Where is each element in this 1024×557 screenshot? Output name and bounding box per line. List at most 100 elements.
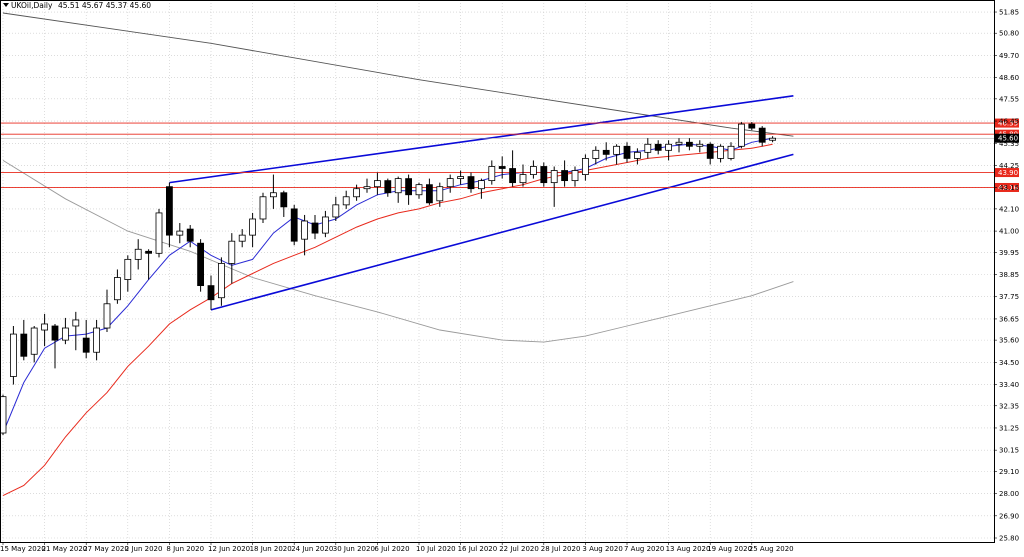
candle[interactable] — [592, 146, 600, 165]
candle[interactable] — [644, 138, 652, 159]
candle[interactable] — [405, 174, 413, 205]
candle[interactable] — [675, 138, 683, 153]
candle-body — [9, 333, 17, 377]
candle[interactable] — [30, 325, 38, 363]
candle[interactable] — [634, 148, 641, 165]
y-tick-label: 45.35 — [999, 140, 1019, 148]
candle[interactable] — [280, 190, 288, 217]
triangle-down-icon[interactable] — [3, 3, 9, 7]
candle[interactable] — [165, 182, 173, 248]
y-tick-label: 41.00 — [999, 228, 1019, 236]
candle[interactable] — [20, 319, 28, 361]
candle[interactable] — [727, 142, 735, 161]
candle[interactable] — [155, 208, 163, 258]
candle[interactable] — [103, 289, 111, 333]
candle-body — [509, 168, 517, 184]
candle[interactable] — [748, 122, 756, 131]
candle[interactable] — [176, 223, 184, 244]
candle[interactable] — [9, 325, 17, 385]
candle[interactable] — [228, 233, 236, 284]
candle[interactable] — [425, 178, 433, 205]
candle[interactable] — [540, 162, 548, 187]
candle[interactable] — [186, 225, 194, 248]
candle[interactable] — [41, 313, 48, 347]
candle[interactable] — [498, 156, 506, 179]
candle-body — [696, 143, 704, 147]
candle[interactable] — [571, 166, 579, 187]
candle-body — [207, 285, 215, 301]
candle[interactable] — [582, 154, 589, 181]
candles[interactable] — [0, 122, 776, 436]
candle-body — [311, 222, 319, 234]
candle[interactable] — [457, 170, 465, 185]
candle[interactable] — [696, 140, 704, 153]
candle[interactable] — [602, 142, 610, 161]
candle[interactable] — [394, 176, 402, 203]
candle[interactable] — [686, 138, 693, 151]
candle[interactable] — [311, 214, 319, 240]
candle[interactable] — [717, 144, 724, 163]
candle-body — [145, 250, 153, 254]
candle[interactable] — [446, 174, 454, 193]
candle[interactable] — [72, 311, 80, 351]
candle[interactable] — [665, 140, 672, 161]
candle[interactable] — [706, 142, 714, 165]
candle[interactable] — [415, 182, 423, 199]
candle[interactable] — [301, 214, 309, 256]
candle[interactable] — [197, 239, 205, 292]
candle[interactable] — [321, 210, 329, 238]
candle[interactable] — [342, 190, 350, 209]
candle[interactable] — [269, 174, 277, 209]
candle[interactable] — [738, 122, 745, 149]
moving-averages — [2, 12, 794, 497]
x-tick-label: 25 Aug 2020 — [749, 545, 794, 553]
candle[interactable] — [217, 257, 225, 306]
candle[interactable] — [0, 394, 7, 436]
candle[interactable] — [145, 249, 153, 280]
y-tick-label: 51.85 — [999, 9, 1019, 17]
candle[interactable] — [550, 166, 558, 207]
candle[interactable] — [238, 229, 246, 248]
candle[interactable] — [259, 192, 267, 224]
candle[interactable] — [384, 178, 392, 197]
candle[interactable] — [124, 255, 132, 292]
candle[interactable] — [769, 136, 776, 143]
candle[interactable] — [477, 178, 485, 199]
candle[interactable] — [758, 126, 766, 147]
candle[interactable] — [62, 317, 69, 345]
candle[interactable] — [623, 142, 631, 163]
candle[interactable] — [488, 160, 496, 185]
candle[interactable] — [654, 140, 662, 155]
candle[interactable] — [249, 212, 257, 248]
candle[interactable] — [134, 239, 142, 270]
candle[interactable] — [363, 178, 371, 193]
candle[interactable] — [290, 204, 298, 246]
candle[interactable] — [353, 184, 361, 201]
candle[interactable] — [509, 150, 517, 187]
candle[interactable] — [530, 160, 537, 179]
x-tick-label: 2 Jun 2020 — [125, 545, 163, 553]
candle[interactable] — [467, 172, 475, 193]
candle[interactable] — [436, 182, 444, 207]
candle[interactable] — [51, 323, 59, 369]
candle[interactable] — [561, 160, 568, 187]
y-tick-label: 32.35 — [999, 402, 1019, 410]
candle[interactable] — [82, 319, 90, 359]
y-tick-label: 26.90 — [999, 512, 1019, 520]
level-price-tag — [995, 182, 1019, 192]
level-price-tag — [995, 118, 1019, 128]
candle-body — [738, 123, 745, 147]
candle[interactable] — [373, 172, 381, 195]
candle[interactable] — [519, 164, 527, 187]
candle[interactable] — [613, 144, 620, 165]
y-tick-label: 49.70 — [999, 52, 1019, 60]
candle[interactable] — [332, 196, 340, 222]
y-tick-label: 50.80 — [999, 30, 1019, 38]
candle[interactable] — [207, 275, 215, 310]
candle[interactable] — [114, 269, 121, 304]
candle[interactable] — [93, 319, 100, 361]
x-tick-label: 28 Jul 2020 — [541, 545, 581, 553]
